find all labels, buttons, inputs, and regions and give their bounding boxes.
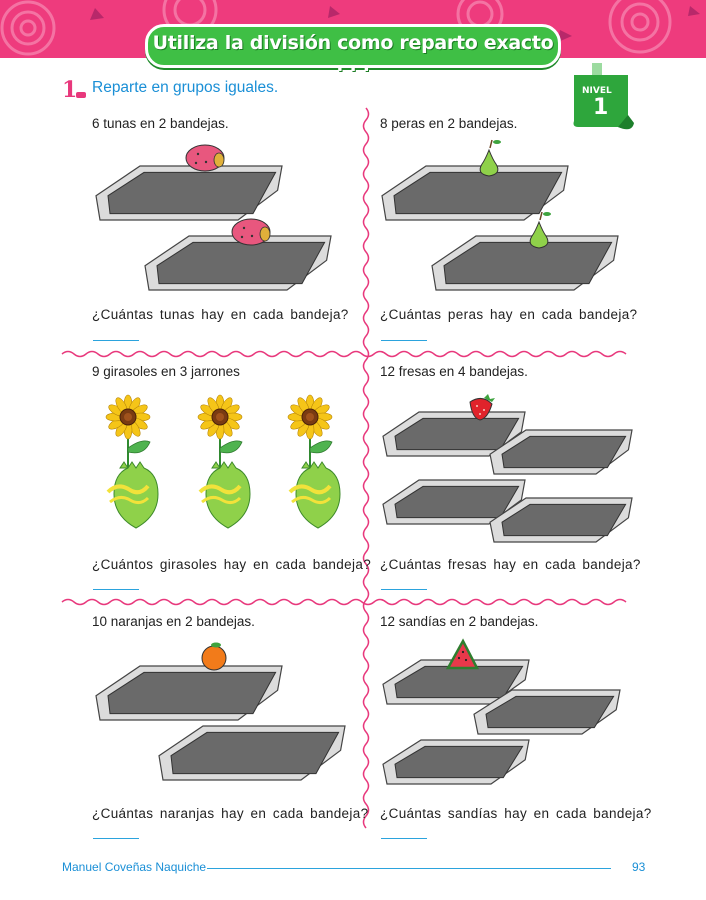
- sunflower-vase-icon: [197, 394, 251, 529]
- page-title: Utiliza la división como reparto exacto …: [152, 32, 554, 76]
- tray-icon: [382, 411, 526, 457]
- problem-question: ¿Cuántas tunas hay en cada bandeja?: [92, 307, 349, 322]
- pear-icon: [529, 211, 551, 249]
- tray-icon: [381, 165, 569, 221]
- problem-prompt: 10 naranjas en 2 bandejas.: [92, 614, 255, 629]
- title-banner: Utiliza la división como reparto exacto …: [145, 24, 561, 76]
- problem-prompt: 12 sandías en 2 bandejas.: [380, 614, 539, 629]
- problem-prompt: 6 tunas en 2 bandejas.: [92, 116, 229, 131]
- answer-blank[interactable]: [381, 589, 427, 590]
- tray-icon: [382, 479, 526, 525]
- problem-question: ¿Cuántas naranjas hay en cada bandeja?: [92, 806, 369, 821]
- problem-question: ¿Cuántas sandías hay en cada bandeja?: [380, 806, 652, 821]
- pear-icon: [479, 139, 501, 177]
- tray-icon: [382, 659, 530, 705]
- sunflower-vase-icon: [287, 394, 341, 529]
- tray-icon: [144, 235, 332, 291]
- answer-blank[interactable]: [381, 340, 427, 341]
- exercise-number: 1: [62, 77, 78, 103]
- problem-prompt: 9 girasoles en 3 jarrones: [92, 364, 240, 379]
- tray-icon: [382, 739, 530, 785]
- vertical-divider: [362, 107, 370, 829]
- horizontal-divider: [61, 350, 627, 358]
- problem-prompt: 8 peras en 2 bandejas.: [380, 116, 518, 131]
- horizontal-divider: [61, 598, 627, 606]
- answer-blank[interactable]: [93, 838, 139, 839]
- watermelon-slice-icon: [445, 638, 480, 670]
- strawberry-icon: [469, 394, 495, 421]
- problem-question: ¿Cuántas peras hay en cada bandeja?: [380, 307, 638, 322]
- exercise-instruction: Reparte en grupos iguales.: [92, 79, 279, 96]
- tray-icon: [158, 725, 346, 781]
- level-flag-icon: [573, 63, 634, 130]
- tray-icon: [95, 165, 283, 221]
- sunflower-vase-icon: [105, 394, 159, 529]
- tray-icon: [473, 689, 621, 735]
- orange-icon: [201, 642, 227, 671]
- problem-question: ¿Cuántos girasoles hay en cada bandeja?: [92, 557, 372, 572]
- footer-rule: [207, 868, 611, 869]
- tray-icon: [489, 429, 633, 475]
- problem-question: ¿Cuántas fresas hay en cada bandeja?: [380, 557, 641, 572]
- tray-icon: [95, 665, 283, 721]
- exercise-number-dot: [76, 92, 86, 98]
- footer-author: Manuel Coveñas Naquiche: [62, 860, 207, 874]
- answer-blank[interactable]: [381, 838, 427, 839]
- level-label: NIVEL: [582, 86, 612, 96]
- tray-icon: [431, 235, 619, 291]
- page-number: 93: [632, 860, 646, 874]
- problem-prompt: 12 fresas en 4 bandejas.: [380, 364, 528, 379]
- prickly-pear-icon: [185, 144, 225, 172]
- answer-blank[interactable]: [93, 589, 139, 590]
- prickly-pear-icon: [231, 218, 271, 246]
- answer-blank[interactable]: [93, 340, 139, 341]
- tray-icon: [489, 497, 633, 543]
- level-number: 1: [593, 95, 609, 120]
